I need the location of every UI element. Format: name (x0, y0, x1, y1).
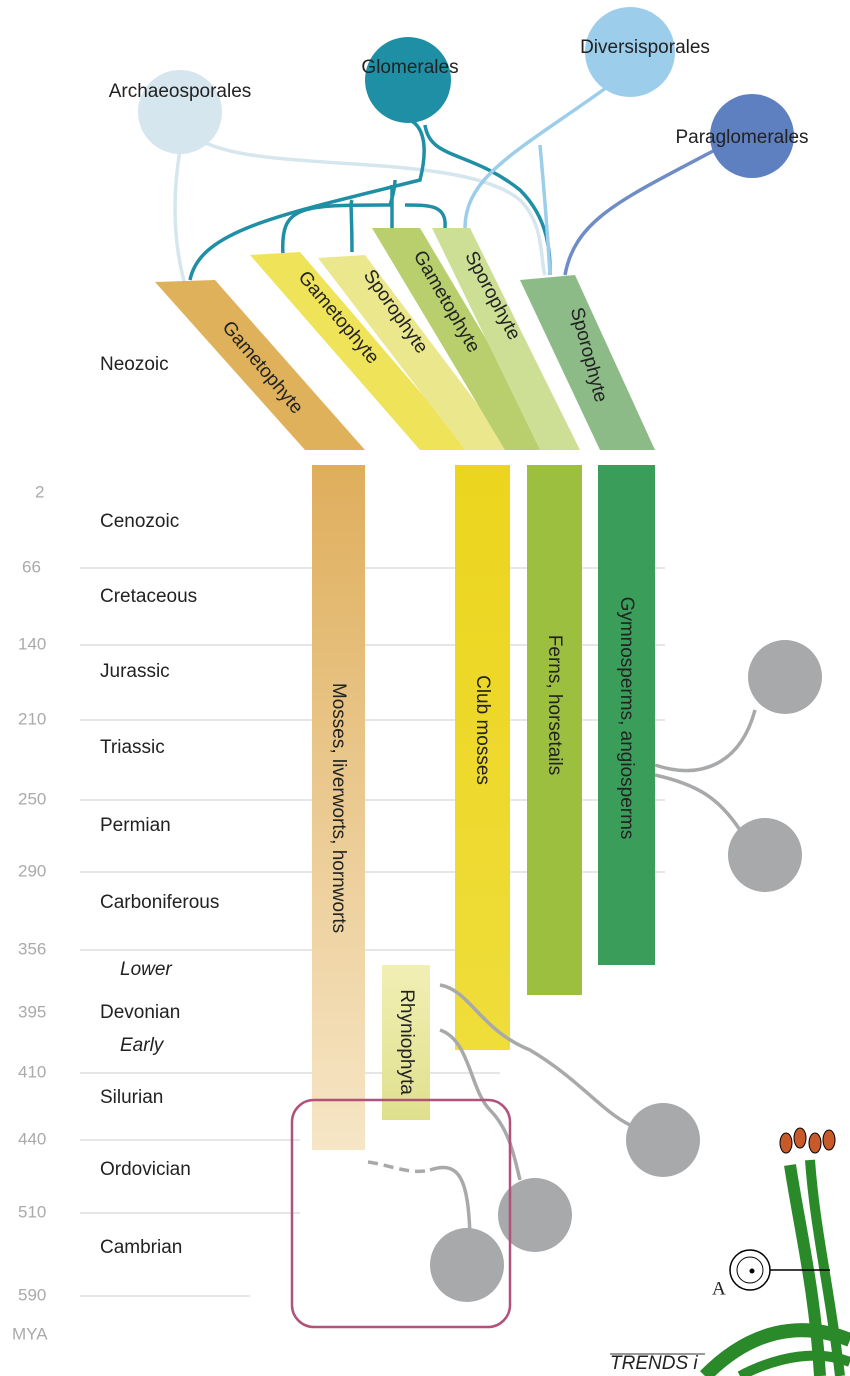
fossil-links (368, 640, 822, 1302)
group-label: Mosses, liverworts, hornworts (328, 683, 349, 933)
period-label: Triassic (100, 737, 165, 758)
group-label: Ferns, horsetails (544, 635, 565, 775)
time-tick: 395 (18, 1002, 46, 1021)
group-label: Club mosses (472, 675, 493, 785)
period-label: Cenozoic (100, 511, 179, 532)
time-tick: 140 (18, 634, 46, 653)
period-label: Silurian (100, 1087, 163, 1108)
period-label: Jurassic (100, 661, 170, 682)
group-label: Rhyniophyta (396, 989, 417, 1095)
clade-label: Paraglomerales (675, 127, 808, 148)
era-label: Neozoic (100, 354, 169, 375)
clade-label: Diversisporales (580, 37, 710, 58)
time-tick: 2 (35, 482, 44, 501)
period-label: Devonian (100, 1002, 180, 1023)
clade-label: Glomerales (361, 57, 458, 78)
figure-label: A (712, 1278, 726, 1299)
clade-node (365, 37, 451, 123)
group-label: Gymnosperms, angiosperms (616, 597, 637, 840)
generation-label: Gametophyte (218, 317, 307, 418)
time-tick: 510 (18, 1202, 46, 1221)
source: TRENDS i (610, 1353, 698, 1374)
period-subdivision: Lower (120, 959, 172, 980)
period-label: Ordovician (100, 1159, 191, 1180)
time-tick: 590 (18, 1285, 46, 1304)
plant-sketch (705, 1128, 850, 1376)
time-tick: 290 (18, 861, 46, 880)
period-label: Cretaceous (100, 586, 197, 607)
period-label: Permian (100, 815, 171, 836)
time-unit: MYA (12, 1324, 48, 1343)
time-tick: 440 (18, 1129, 46, 1148)
time-tick: 250 (18, 789, 46, 808)
time-tick: 356 (18, 939, 46, 958)
time-tick: 66 (22, 557, 41, 576)
period-label: Cambrian (100, 1237, 182, 1258)
diagram: Archaeosporales Glomerales Diversisporal… (0, 0, 850, 1376)
clade-label: Archaeosporales (109, 81, 252, 102)
time-tick: 210 (18, 709, 46, 728)
period-subdivision: Early (120, 1035, 165, 1056)
time-tick: 410 (18, 1062, 46, 1081)
period-label: Carboniferous (100, 892, 219, 913)
